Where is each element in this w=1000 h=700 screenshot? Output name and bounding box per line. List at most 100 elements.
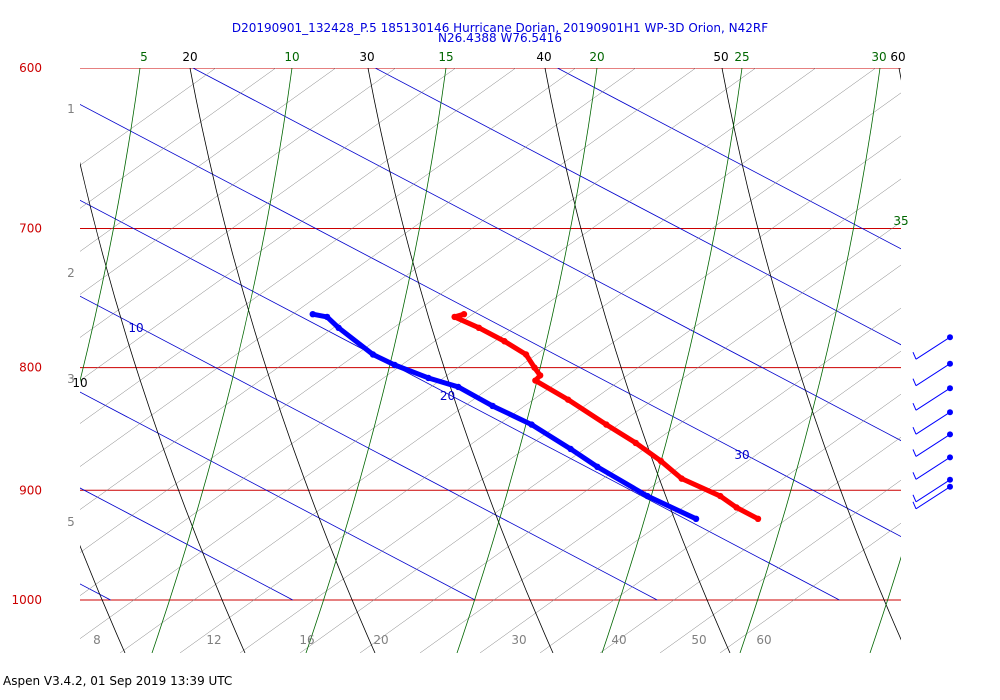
dewpoint-line <box>310 311 699 522</box>
moist-adiabat-label: 35 <box>893 214 908 228</box>
pressure-label: 1000 <box>11 593 42 607</box>
wind-barb-staff <box>915 479 951 503</box>
isotherm-line <box>375 68 901 346</box>
temperature-line <box>452 311 761 522</box>
dry-adiabat-line <box>189 68 376 653</box>
pressure-label: 700 <box>19 222 42 236</box>
moist-adiabat-line <box>869 556 901 653</box>
moist-adiabat-label: 10 <box>284 50 299 64</box>
mixing-ratio-label: 60 <box>756 633 771 647</box>
dry-adiabat-line <box>80 161 246 653</box>
footer-version: Aspen V3.4.2, 01 Sep 2019 13:39 UTC <box>3 674 233 688</box>
mixing-ratio-line <box>719 522 901 653</box>
dry-adiabat-label: 10 <box>72 376 87 390</box>
mixing-ratio-line <box>80 68 877 639</box>
moist-adiabat-line <box>151 68 293 653</box>
mixing-ratio-line <box>80 68 637 467</box>
isotherm-line <box>80 199 840 601</box>
mixing-ratio-label: 30 <box>511 633 526 647</box>
wind-barb-flag <box>912 501 917 509</box>
mixing-ratio-line <box>239 178 901 653</box>
dry-adiabat-label: 60 <box>890 50 905 64</box>
mixing-ratio-line <box>119 92 901 653</box>
mixing-ratio-line <box>80 68 397 295</box>
moist-adiabat-line <box>80 68 141 383</box>
dry-adiabat-line <box>898 68 901 81</box>
pressure-label: 900 <box>19 483 42 497</box>
mixing-ratio-label: 16 <box>299 633 314 647</box>
dry-adiabat-label: 40 <box>536 50 551 64</box>
wind-barb-flag <box>912 494 917 503</box>
chart-subtitle: N26.4388 W76.5416 <box>438 31 562 45</box>
isotherm-line <box>80 295 658 601</box>
dry-adiabat-label: 50 <box>713 50 728 64</box>
isotherm-line <box>80 487 293 601</box>
moist-adiabat-label: 5 <box>140 50 148 64</box>
mixing-ratio-line <box>479 350 901 653</box>
dry-adiabat-label: 30 <box>359 50 374 64</box>
mixing-ratio-line <box>80 68 697 510</box>
wind-barb-flag <box>912 352 917 360</box>
isotherm-line <box>557 68 901 250</box>
pressure-label: 800 <box>19 361 42 375</box>
wind-barb-staff <box>915 456 951 480</box>
mixing-ratio-line <box>80 68 337 252</box>
isotherm-line <box>80 583 111 601</box>
wind-barb-flag <box>912 472 917 480</box>
moist-adiabat-label: 20 <box>589 50 604 64</box>
moist-adiabat-line <box>739 68 881 653</box>
mixing-ratio-line <box>80 68 217 166</box>
moist-adiabat-label: 15 <box>438 50 453 64</box>
isotherm-line <box>80 391 476 601</box>
mixing-ratio-line <box>80 68 817 596</box>
chart-title: D20190901_132428_P.5 185130146 Hurricane… <box>231 21 769 35</box>
isotherm-label: 10 <box>128 321 143 335</box>
mixing-ratio-line <box>80 68 517 381</box>
wind-barb-staff <box>915 363 951 387</box>
wind-barb-flag <box>912 403 917 411</box>
wind-barb-staff <box>915 486 951 510</box>
dry-adiabat-line <box>544 68 731 653</box>
mixing-ratio-line <box>80 68 577 424</box>
mixing-ratio-label: 40 <box>611 633 626 647</box>
mixing-ratio-line <box>599 436 901 653</box>
mixing-ratio-line <box>80 68 457 338</box>
wind-barb-flag <box>912 449 917 457</box>
height-label: 3 <box>67 372 75 386</box>
mixing-ratio-line <box>419 307 901 653</box>
pressure-label: 600 <box>19 61 42 75</box>
height-label: 1 <box>67 102 75 116</box>
mixing-ratio-label: 12 <box>206 633 221 647</box>
moist-adiabat-label: 25 <box>734 50 749 64</box>
moist-adiabat-line <box>601 68 743 653</box>
moist-adiabat-line <box>305 68 447 653</box>
dry-adiabat-line <box>367 68 554 653</box>
dry-adiabat-label: 20 <box>182 50 197 64</box>
dry-adiabat-line <box>80 544 126 653</box>
mixing-ratio-line <box>659 479 901 653</box>
mixing-ratio-line <box>80 68 757 553</box>
wind-barb-staff <box>915 433 951 457</box>
wind-barb-staff <box>915 387 951 411</box>
isotherm-label: 20 <box>440 389 455 403</box>
isotherm-label: 30 <box>734 448 749 462</box>
isotherm-line <box>80 103 901 537</box>
wind-barb-flag <box>912 427 917 435</box>
moist-adiabat-label: 30 <box>871 50 886 64</box>
mixing-ratio-label: 50 <box>691 633 706 647</box>
mixing-ratio-line <box>179 135 901 653</box>
height-label: 2 <box>67 266 75 280</box>
mixing-ratio-line <box>80 68 277 209</box>
height-label: 5 <box>67 515 75 529</box>
wind-barb-staff <box>915 411 951 435</box>
mixing-ratio-line <box>299 221 901 653</box>
wind-barb-staff <box>915 336 951 360</box>
wind-barb-flag <box>912 378 917 386</box>
moist-adiabat-line <box>456 68 598 653</box>
mixing-ratio-label: 20 <box>373 633 388 647</box>
dry-adiabat-line <box>721 68 901 641</box>
mixing-ratio-label: 8 <box>93 633 101 647</box>
isotherm-line <box>192 68 901 442</box>
mixing-ratio-line <box>359 264 901 653</box>
